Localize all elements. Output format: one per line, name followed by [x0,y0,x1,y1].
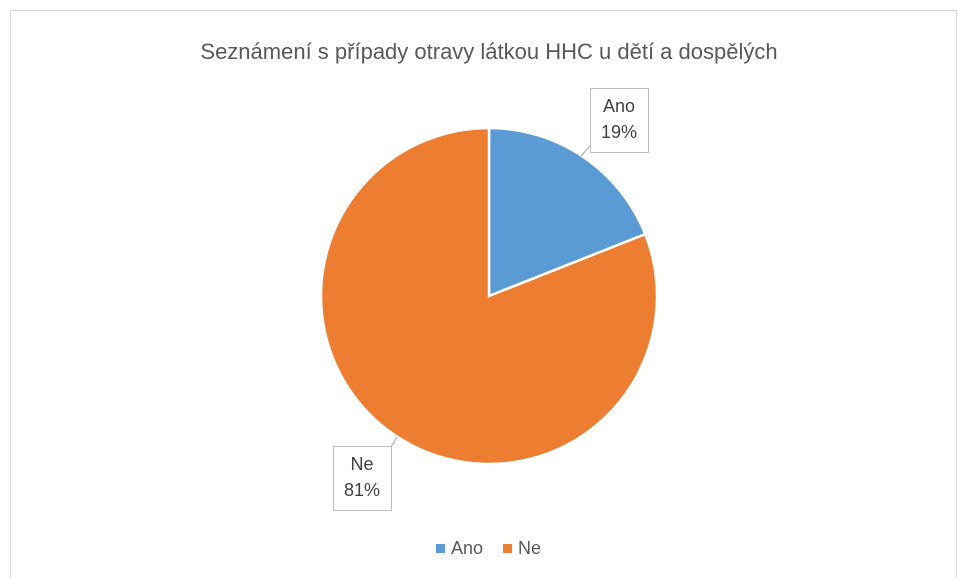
legend-label: Ne [518,538,541,558]
data-label-value: 81% [344,480,380,500]
data-label-category: Ano [603,96,635,116]
legend-swatch [503,544,513,553]
data-label-box [333,446,392,511]
leader-line [580,145,591,157]
leader-line [390,436,398,448]
legend-label: Ano [451,538,483,558]
data-label-value: 19% [601,122,637,142]
data-label-box [590,88,649,153]
pie-slice [319,126,659,466]
legend-swatch [436,544,445,553]
pie-slice [487,126,647,298]
chart-title: Seznámení s případy otravy látkou HHC u … [200,39,777,64]
data-label-category: Ne [350,454,373,474]
